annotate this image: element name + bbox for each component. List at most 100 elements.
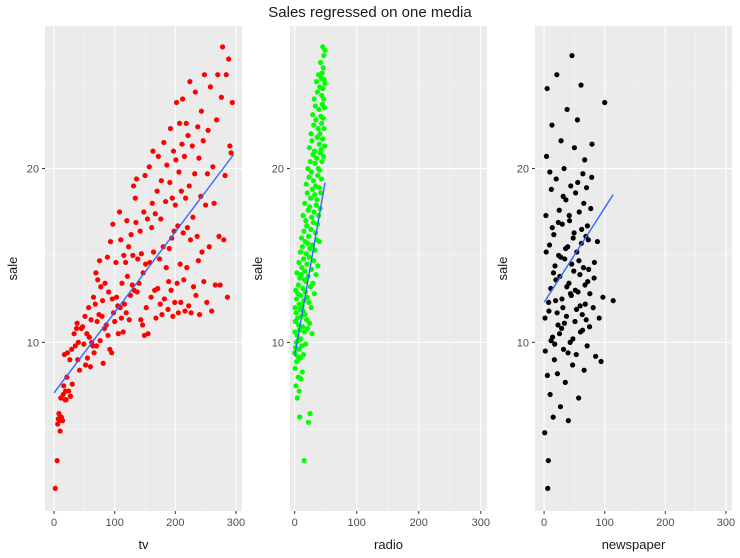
- data-point: [193, 292, 199, 299]
- data-point: [313, 202, 319, 208]
- data-point: [142, 172, 148, 179]
- data-point: [316, 106, 322, 113]
- data-point: [141, 209, 147, 215]
- data-point: [316, 185, 322, 191]
- tick-label-y: 20: [517, 164, 529, 176]
- data-point: [298, 271, 304, 278]
- data-point: [554, 371, 561, 377]
- data-point: [578, 82, 584, 88]
- data-point: [149, 225, 155, 231]
- data-point: [317, 167, 323, 173]
- data-point: [119, 280, 125, 286]
- data-point: [309, 138, 315, 144]
- data-point: [126, 244, 132, 250]
- data-point: [96, 258, 103, 264]
- data-point: [207, 84, 214, 90]
- data-point: [576, 395, 582, 401]
- data-point: [542, 430, 548, 436]
- data-point: [308, 169, 315, 175]
- data-point: [306, 299, 312, 305]
- data-point: [200, 138, 206, 144]
- data-point: [314, 134, 320, 140]
- data-point: [301, 228, 307, 234]
- data-point: [110, 221, 116, 227]
- data-point: [548, 186, 554, 193]
- data-point: [75, 339, 81, 345]
- data-point: [115, 331, 121, 337]
- data-point: [84, 355, 91, 361]
- data-point: [169, 195, 175, 201]
- data-point: [584, 223, 591, 229]
- data-point: [155, 153, 161, 159]
- data-point: [228, 150, 234, 156]
- data-point: [560, 193, 566, 199]
- data-point: [99, 313, 105, 319]
- data-point: [99, 298, 106, 304]
- data-point: [320, 115, 326, 121]
- data-point: [166, 245, 172, 252]
- data-point: [59, 418, 66, 424]
- data-point: [571, 268, 577, 274]
- data-point: [547, 391, 553, 398]
- data-point: [222, 172, 228, 179]
- data-point: [293, 296, 300, 302]
- data-point: [130, 252, 136, 259]
- data-point: [132, 195, 138, 201]
- data-point: [106, 289, 112, 295]
- data-point: [304, 223, 310, 229]
- data-point: [586, 324, 593, 330]
- data-point: [64, 350, 71, 356]
- panel-2: 0 100 200 300 10 20 radio sale: [250, 26, 490, 552]
- data-point: [547, 169, 553, 175]
- data-point: [184, 265, 190, 271]
- data-point: [173, 99, 180, 106]
- data-point: [150, 249, 157, 255]
- data-point: [572, 318, 578, 325]
- data-point: [313, 117, 319, 123]
- data-point: [302, 200, 308, 206]
- data-point: [559, 325, 565, 332]
- data-point: [320, 153, 327, 159]
- data-point: [161, 139, 167, 146]
- data-point: [71, 331, 77, 337]
- data-point: [152, 211, 158, 217]
- data-point: [312, 192, 318, 198]
- data-point: [153, 315, 159, 321]
- data-point: [562, 379, 568, 385]
- data-point: [549, 122, 555, 128]
- data-point: [187, 79, 193, 85]
- data-point: [308, 131, 314, 137]
- data-point: [177, 261, 183, 267]
- data-point: [297, 249, 304, 255]
- data-point: [206, 244, 212, 250]
- data-point: [555, 219, 561, 226]
- data-point: [180, 230, 186, 236]
- data-point: [166, 278, 172, 285]
- data-point: [120, 329, 126, 335]
- data-point: [204, 299, 210, 305]
- data-point: [551, 357, 558, 363]
- data-point: [321, 105, 328, 111]
- data-point: [600, 294, 606, 300]
- data-point: [174, 280, 180, 286]
- data-point: [310, 219, 316, 226]
- data-point: [567, 339, 573, 345]
- data-point: [590, 305, 596, 311]
- data-point: [546, 308, 552, 314]
- tick-label-x: 300: [227, 517, 245, 529]
- data-point: [300, 256, 307, 262]
- data-point: [576, 209, 582, 215]
- data-point: [303, 181, 309, 187]
- data-point: [294, 395, 300, 401]
- data-point: [294, 358, 300, 365]
- data-point: [546, 242, 553, 248]
- data-point: [107, 238, 114, 245]
- data-point: [163, 265, 169, 271]
- data-point: [598, 358, 604, 365]
- data-point: [181, 277, 187, 283]
- data-point: [308, 226, 314, 232]
- data-point: [586, 266, 592, 272]
- data-point: [90, 343, 96, 349]
- data-point: [314, 197, 320, 203]
- data-point: [224, 294, 231, 300]
